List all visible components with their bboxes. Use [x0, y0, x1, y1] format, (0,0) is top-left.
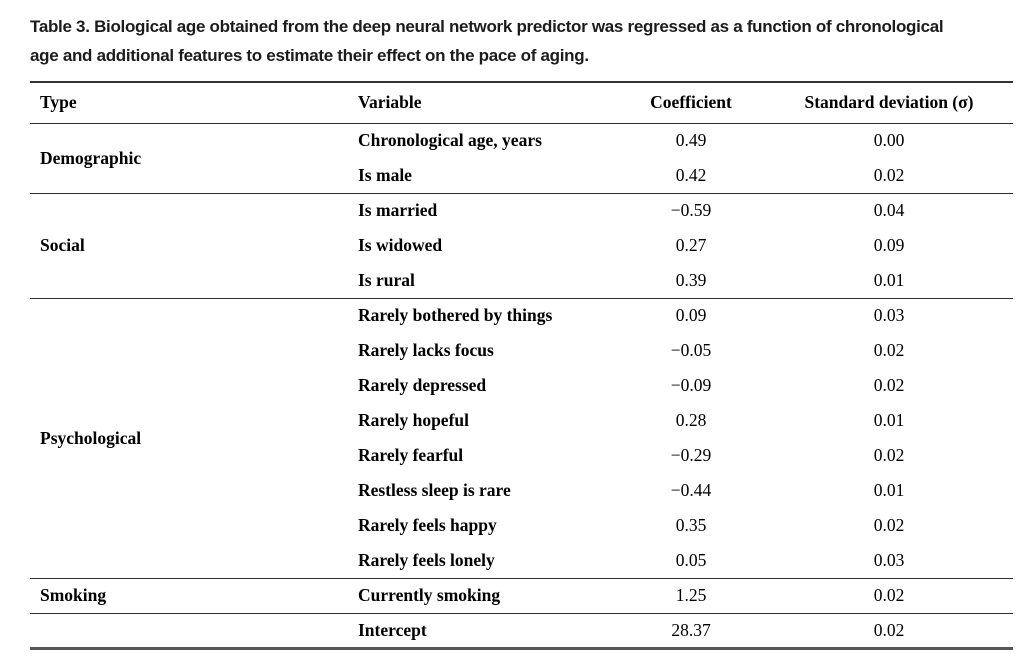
- variable-cell: Rarely depressed: [358, 375, 487, 395]
- standard-deviation-cell: 0.04: [765, 192, 1013, 228]
- table-row: Smoking Currently smoking 1.25 0.02: [30, 577, 1013, 613]
- coefficient-cell: 0.27: [675, 235, 707, 255]
- standard-deviation-cell: 0.00: [873, 130, 905, 151]
- table-body: Demographic Chronological age, years 0.49 0…: [30, 123, 1013, 648]
- header-type: Type: [30, 82, 345, 124]
- regression-results-table: Type Variable Coefficient Standard devia…: [30, 81, 1013, 650]
- coefficient-cell: −0.59: [617, 192, 765, 228]
- standard-deviation-cell: 0.02: [765, 612, 1013, 648]
- header-variable: Variable: [345, 82, 617, 124]
- variable-cell: Rarely hopeful: [358, 410, 469, 430]
- standard-deviation-cell: 0.01: [873, 480, 905, 500]
- type-cell: Social: [30, 192, 345, 298]
- coefficient-cell: −0.44: [670, 480, 712, 500]
- variable-cell: Chronological age, years: [358, 130, 542, 151]
- standard-deviation-cell: 0.02: [873, 164, 905, 185]
- table-row: Restless sleep is rare −0.44 0.01: [30, 473, 1013, 508]
- coefficient-cell: 0.28: [675, 410, 707, 430]
- table-row: Is rural 0.39 0.01: [30, 263, 1013, 298]
- variable-cell: Is married: [345, 192, 617, 228]
- header-standard-deviation: Standard deviation (σ): [765, 82, 1013, 124]
- coefficient-cell: −0.29: [670, 445, 712, 465]
- table-caption-line-2: age and additional features to estimate …: [30, 46, 589, 65]
- table-header-row: Type Variable Coefficient Standard devia…: [30, 82, 1013, 124]
- table-row: Rarely depressed −0.09 0.02: [30, 368, 1013, 403]
- table-caption-line-1: Table 3. Biological age obtained from th…: [30, 17, 944, 36]
- standard-deviation-cell: 0.03: [873, 549, 905, 570]
- table-row: Demographic Chronological age, years 0.49 0…: [30, 123, 1013, 167]
- standard-deviation-cell: 0.02: [873, 375, 905, 395]
- coefficient-cell: 1.25: [617, 577, 765, 613]
- type-cell: Smoking: [30, 577, 345, 613]
- table-row: Is widowed 0.27 0.09: [30, 228, 1013, 263]
- standard-deviation-cell: 0.03: [765, 297, 1013, 333]
- standard-deviation-cell: 0.02: [765, 577, 1013, 613]
- standard-deviation-cell: 0.02: [873, 445, 905, 465]
- standard-deviation-cell: 0.02: [873, 515, 905, 535]
- coefficient-cell: 0.39: [675, 269, 707, 290]
- coefficient-cell: 0.35: [675, 515, 707, 535]
- table-row: Rarely fearful −0.29 0.02: [30, 438, 1013, 473]
- table-row: Rarely lacks focus −0.05 0.02: [30, 333, 1013, 368]
- standard-deviation-cell: 0.01: [873, 269, 905, 290]
- variable-cell: Intercept: [345, 612, 617, 648]
- type-cell: Demographic: [40, 147, 142, 168]
- coefficient-cell: 0.05: [675, 549, 707, 570]
- table-row: Psychological Rarely bothered by things 0.…: [30, 297, 1013, 578]
- variable-cell: Rarely lacks focus: [358, 340, 494, 360]
- variable-cell: Rarely feels happy: [358, 515, 497, 535]
- variable-cell: Restless sleep is rare: [358, 480, 511, 500]
- table-row: Intercept 28.37 0.02: [30, 612, 1013, 648]
- table-caption: Table 3. Biological age obtained from th…: [30, 12, 1013, 70]
- variable-cell: Rarely bothered by things: [345, 297, 617, 333]
- header-coefficient: Coefficient: [617, 82, 765, 124]
- table-row: Rarely hopeful 0.28 0.01: [30, 403, 1013, 438]
- type-cell: [30, 612, 345, 648]
- type-cell: Psychological: [30, 297, 345, 578]
- coefficient-cell: 0.09: [617, 297, 765, 333]
- variable-cell: Rarely fearful: [358, 445, 464, 465]
- table-row: Rarely feels lonely 0.05 0.03: [30, 543, 1013, 578]
- standard-deviation-cell: 0.09: [873, 235, 905, 255]
- variable-cell: Is rural: [358, 269, 415, 290]
- standard-deviation-cell: 0.01: [873, 410, 905, 430]
- variable-cell: Is widowed: [358, 235, 443, 255]
- coefficient-cell: 0.42: [675, 164, 707, 185]
- coefficient-cell: 0.49: [675, 130, 707, 151]
- table-row: Is male 0.42 0.02: [30, 158, 1013, 193]
- table-row: Rarely feels happy 0.35 0.02: [30, 508, 1013, 543]
- coefficient-cell: −0.09: [670, 375, 712, 395]
- table-row: Social Is married −0.59 0.04: [30, 192, 1013, 298]
- variable-cell: Currently smoking: [345, 577, 617, 613]
- variable-cell: Is male: [358, 164, 412, 185]
- coefficient-cell: −0.05: [670, 340, 712, 360]
- variable-cell: Rarely feels lonely: [358, 549, 495, 570]
- coefficient-cell: 28.37: [617, 612, 765, 648]
- standard-deviation-cell: 0.02: [873, 340, 905, 360]
